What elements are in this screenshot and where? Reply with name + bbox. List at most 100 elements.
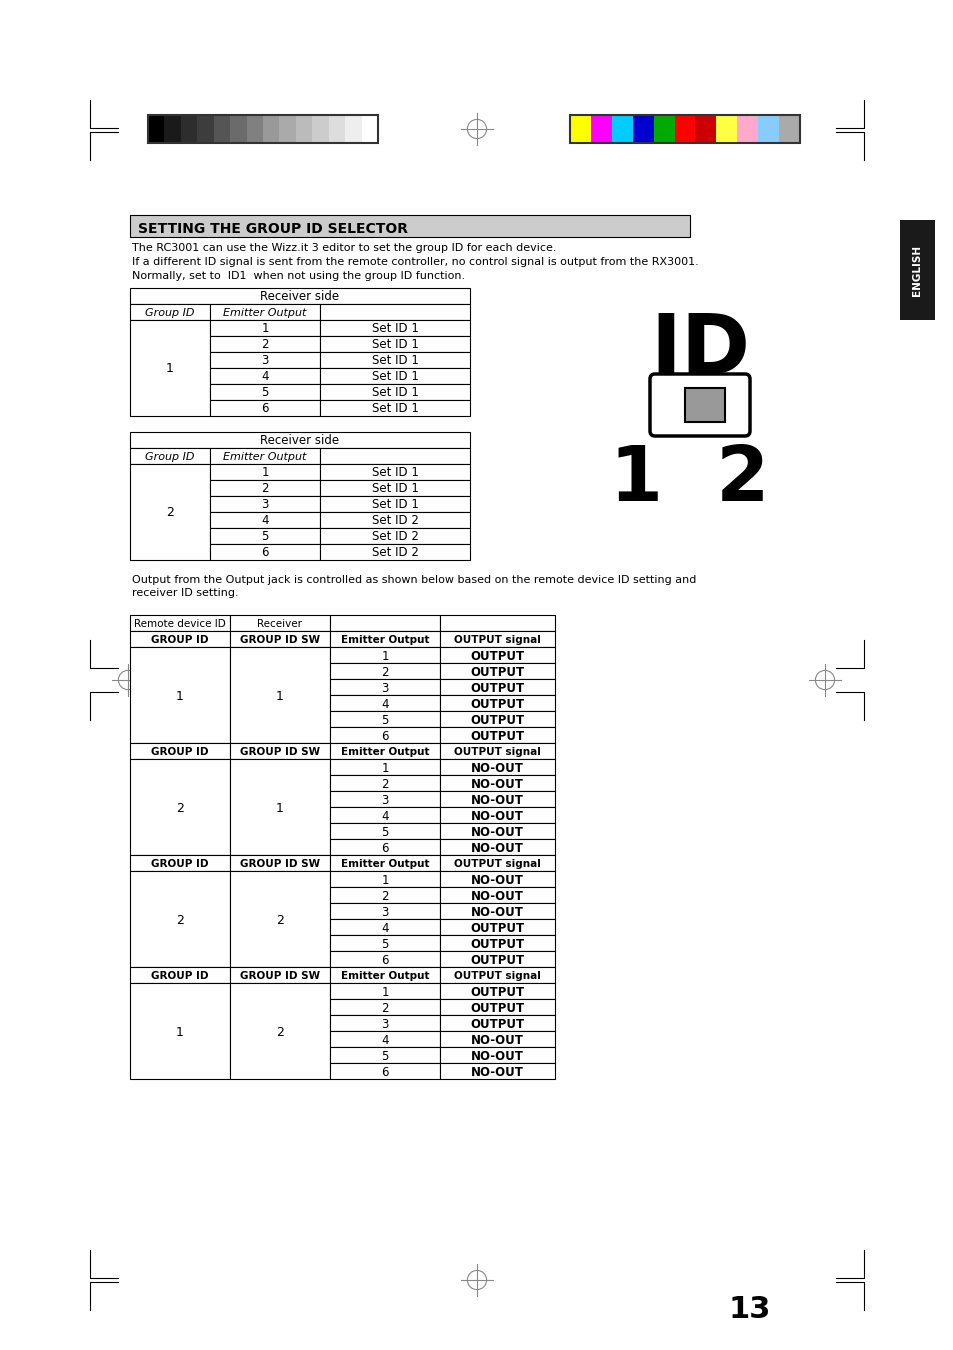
Text: OUTPUT: OUTPUT (470, 1018, 524, 1030)
Text: 2: 2 (176, 802, 184, 814)
Bar (439, 679, 555, 695)
Text: Normally, set to  ID1  when not using the group ID function.: Normally, set to ID1 when not using the … (132, 271, 465, 281)
Text: 6: 6 (381, 729, 388, 742)
Bar (130, 304, 210, 320)
Bar (213, 115, 230, 143)
Text: 2: 2 (166, 506, 173, 520)
Bar (210, 369, 319, 383)
Bar (210, 336, 319, 352)
Bar (210, 448, 319, 464)
Text: 3: 3 (381, 682, 388, 694)
Bar (345, 115, 361, 143)
Bar (130, 616, 230, 630)
Bar (230, 115, 246, 143)
Bar (330, 791, 439, 807)
Text: GROUP ID SW: GROUP ID SW (240, 747, 319, 757)
Text: 4: 4 (381, 922, 388, 934)
Text: 5: 5 (381, 1049, 388, 1062)
Text: 1: 1 (176, 1026, 184, 1038)
Bar (330, 999, 439, 1015)
Text: Output from the Output jack is controlled as shown below based on the remote dev: Output from the Output jack is controlle… (132, 575, 696, 585)
Text: NO-OUT: NO-OUT (471, 810, 523, 822)
Bar (230, 630, 330, 647)
Bar (230, 743, 330, 759)
Bar (230, 855, 330, 871)
Text: 1: 1 (176, 690, 184, 702)
Bar (312, 115, 329, 143)
Text: NO-OUT: NO-OUT (471, 890, 523, 903)
Text: Set ID 1: Set ID 1 (371, 482, 418, 495)
Bar (130, 855, 230, 871)
Bar (210, 320, 319, 336)
Text: Set ID 1: Set ID 1 (371, 402, 418, 416)
Bar (130, 759, 230, 855)
Bar (319, 304, 470, 320)
Bar (210, 383, 319, 400)
Bar (695, 115, 716, 143)
Text: 2: 2 (275, 1026, 284, 1038)
Bar (130, 630, 230, 647)
Text: 1  2: 1 2 (610, 443, 769, 517)
Text: 4: 4 (261, 370, 269, 383)
Bar (439, 887, 555, 903)
Bar (330, 743, 439, 759)
Bar (439, 743, 555, 759)
Text: If a different ID signal is sent from the remote controller, no control signal i: If a different ID signal is sent from th… (132, 256, 698, 267)
Bar (130, 647, 230, 742)
Bar (330, 871, 439, 887)
Text: Set ID 1: Set ID 1 (371, 386, 418, 400)
Text: 1: 1 (166, 363, 173, 375)
Text: 3: 3 (381, 906, 388, 918)
Bar (653, 115, 674, 143)
Text: 5: 5 (261, 531, 269, 544)
FancyBboxPatch shape (649, 374, 749, 436)
Text: ID: ID (649, 309, 749, 390)
Text: GROUP ID SW: GROUP ID SW (240, 971, 319, 981)
Bar (330, 663, 439, 679)
Text: NO-OUT: NO-OUT (471, 761, 523, 775)
Bar (439, 630, 555, 647)
Text: receiver ID setting.: receiver ID setting. (132, 589, 238, 598)
Text: NO-OUT: NO-OUT (471, 1065, 523, 1079)
Text: 5: 5 (381, 937, 388, 950)
Text: OUTPUT: OUTPUT (470, 682, 524, 694)
Text: 2: 2 (381, 890, 388, 903)
Bar (439, 711, 555, 728)
Bar (590, 115, 611, 143)
Text: 2: 2 (275, 914, 284, 926)
Bar (439, 1031, 555, 1048)
Text: 1: 1 (275, 690, 284, 702)
Text: 3: 3 (261, 355, 269, 367)
Bar (569, 115, 590, 143)
Text: GROUP ID: GROUP ID (152, 971, 209, 981)
Text: ENGLISH: ENGLISH (911, 244, 922, 296)
Bar (197, 115, 213, 143)
Bar (361, 115, 377, 143)
Bar (295, 115, 312, 143)
Text: GROUP ID: GROUP ID (152, 634, 209, 645)
Bar (246, 115, 263, 143)
Bar (330, 1031, 439, 1048)
Bar (716, 115, 737, 143)
Text: 5: 5 (261, 386, 269, 400)
Bar (230, 616, 330, 630)
Text: Receiver side: Receiver side (260, 435, 339, 447)
Text: Emitter Output: Emitter Output (223, 308, 306, 319)
Bar (899, 220, 934, 320)
Text: 6: 6 (381, 841, 388, 855)
Text: Set ID 1: Set ID 1 (371, 498, 418, 512)
Bar (439, 647, 555, 663)
Bar (330, 855, 439, 871)
Bar (319, 336, 470, 352)
Text: NO-OUT: NO-OUT (471, 841, 523, 855)
Bar (330, 1062, 439, 1079)
Text: 1: 1 (381, 649, 388, 663)
Text: OUTPUT: OUTPUT (470, 1002, 524, 1014)
Bar (330, 950, 439, 967)
Bar (674, 115, 695, 143)
Bar (230, 647, 330, 742)
Bar (210, 400, 319, 416)
Bar (330, 967, 439, 983)
Bar (319, 495, 470, 512)
Bar (210, 352, 319, 369)
